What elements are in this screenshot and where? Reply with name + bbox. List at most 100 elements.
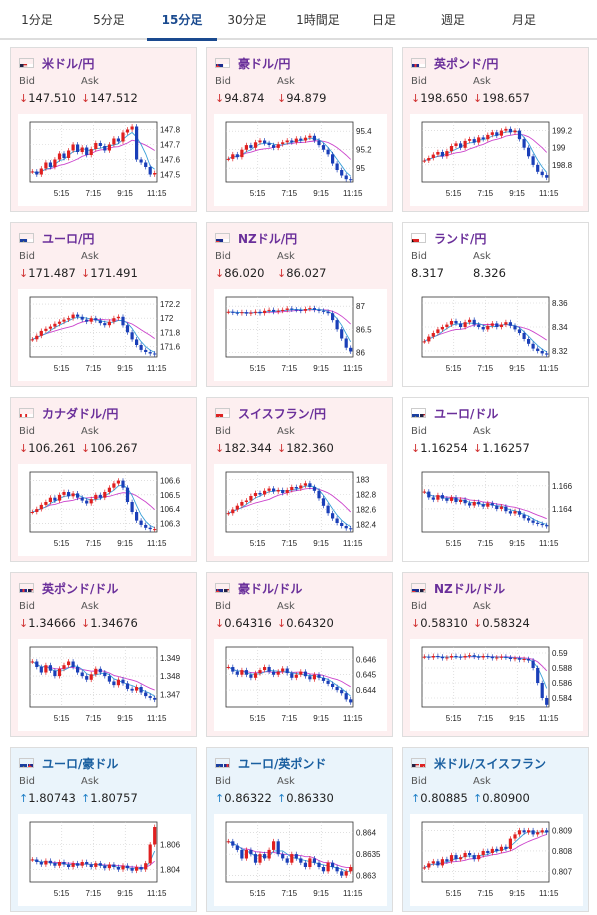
x-tick-label: 7:15 [478,714,494,723]
price-chart[interactable]: 87 86.5 86 5:15 7:15 9:15 11:15 [214,289,387,381]
pair-name[interactable]: ユーロ/円 [42,231,95,246]
rate-card[interactable]: NZドル/円 Bid Ask ↓86.020 ↓86.027 87 86.5 86 5:15 7:… [206,222,393,387]
arrow-down-icon: ↓ [411,617,421,630]
rate-card[interactable]: 英ポンド/ドル Bid Ask ↓1.34666 ↓1.34676 1.349 1.348 1… [10,572,197,737]
rate-card[interactable]: 米ドル/円 Bid Ask ↓147.510 ↓147.512 147.8 147.7 147… [10,47,197,212]
candle-body [121,316,125,326]
candle-body [495,657,499,659]
ma-long-line [424,491,547,520]
tab-5[interactable]: 1時間足 [296,13,340,27]
pair-name[interactable]: NZドル/円 [238,231,298,246]
candle-body [527,830,531,833]
candle-body [35,661,39,667]
pair-name[interactable]: NZドル/ドル [434,581,506,596]
candle-body [267,143,271,145]
candle-body [85,319,89,322]
price-chart[interactable]: 95.4 95.2 95 5:15 7:15 9:15 11:15 [214,114,387,206]
candle-body [226,311,230,313]
ma-long-line [424,133,548,162]
candle-body [449,497,454,501]
card-header: NZドル/ドル [411,580,505,596]
candle-body [135,867,139,871]
bid-value: 1.34666 [28,616,76,630]
pair-name[interactable]: 豪ドル/ドル [238,581,303,596]
candle-body [226,513,230,515]
rate-card[interactable]: スイスフラン/円 Bid Ask ↓182.344 ↓182.360 183 182.8 18… [206,397,393,562]
rate-card[interactable]: ランド/円 Bid Ask 8.317 8.326 8.36 8.34 8.32 5:15 7:1… [402,222,589,387]
arrow-down-icon: ↓ [277,267,287,280]
candle-body [153,827,157,845]
rate-card[interactable]: カナダドル/円 Bid Ask ↓106.261 ↓106.267 106.6 106.5 1… [10,397,197,562]
pair-name[interactable]: スイスフラン/円 [238,406,327,421]
rate-card[interactable]: ユーロ/英ポンド Bid Ask ↑0.86322 ↑0.86330 0.864 0.863… [206,747,393,912]
tab-7[interactable]: 週足 [440,13,465,27]
y-tick-label: 106.4 [160,505,181,514]
candle-body [112,864,116,867]
price-chart[interactable]: 1.349 1.348 1.347 5:15 7:15 9:15 11:15 [18,639,191,731]
candle-body [30,339,34,341]
x-tick-label: 11:15 [343,889,363,898]
x-tick-label: 11:15 [539,189,559,198]
candle-body [299,485,303,489]
bid-label: Bid [215,251,231,262]
tab-6[interactable]: 日足 [371,13,396,27]
rate-card[interactable]: 米ドル/スイスフラン Bid Ask ↑0.80885 ↑0.80900 0.809 0.8… [402,747,589,912]
y-tick-label: 95 [356,164,365,173]
pair-name[interactable]: 米ドル/円 [42,56,95,71]
tab-1[interactable]: 1分足 [21,13,53,27]
candle-body [468,503,472,506]
eu-us-flag [411,408,426,418]
pair-name[interactable]: カナダドル/円 [42,406,119,421]
price-chart[interactable]: 183 182.8 182.6 182.4 5:15 7:15 9:15 11:15 [214,464,387,556]
rate-card[interactable]: ユーロ/豪ドル Bid Ask ↑1.80743 ↑1.80757 1.806 1.804 5… [10,747,197,912]
candle-body [317,490,321,499]
candle-body [30,171,34,173]
price-chart[interactable]: 172.2 172 171.8 171.6 5:15 7:15 9:15 11:15 [18,289,191,381]
arrow-up-icon: ↑ [19,792,29,805]
bid-label: Bid [215,601,231,612]
x-tick-label: 5:15 [250,714,266,723]
arrow-down-icon: ↓ [277,92,287,105]
price-chart[interactable]: 199.2 199 198.8 5:15 7:15 9:15 11:15 [410,114,583,206]
rate-card[interactable]: ユーロ/ドル Bid Ask ↓1.16254 ↓1.16257 1.166 1.164 5:… [402,397,589,562]
candle-body [517,511,522,515]
pair-name[interactable]: 豪ドル/円 [238,56,291,71]
price-chart[interactable]: 1.166 1.164 5:15 7:15 9:15 11:15 [410,464,583,556]
tab-3[interactable]: 15分足 [147,0,217,41]
price-chart[interactable]: 0.646 0.645 0.644 5:15 7:15 9:15 11:15 [214,639,387,731]
pair-name[interactable]: ユーロ/英ポンド [238,756,327,771]
pair-name[interactable]: ユーロ/豪ドル [42,756,119,771]
tab-4[interactable]: 30分足 [227,13,267,27]
nz-us-flag [411,583,426,593]
candle-body [486,134,490,140]
candle-body [85,147,89,155]
ask-price: ↓1.16257 [473,441,530,455]
rate-card[interactable]: ユーロ/円 Bid Ask ↓171.487 ↓171.491 172.2 172 171.8… [10,222,197,387]
y-tick-label: 87 [356,302,365,311]
candle-body [422,160,426,162]
y-tick-label: 182.4 [356,521,377,530]
price-chart[interactable]: 0.864 0.8635 0.863 5:15 7:15 9:15 11:15 [214,814,387,906]
rate-card[interactable]: 豪ドル/円 Bid Ask ↓94.874 ↓94.879 95.4 95.2 95 5:15 7… [206,47,393,212]
rate-card[interactable]: 豪ドル/ドル Bid Ask ↓0.64316 ↓0.64320 0.646 0.645 0.… [206,572,393,737]
price-chart[interactable]: 0.809 0.808 0.807 5:15 7:15 9:15 11:15 [410,814,583,906]
tab-8[interactable]: 月足 [511,13,536,27]
price-chart[interactable]: 147.8 147.7 147.6 147.5 5:15 7:15 9:15 11:15 [18,114,191,206]
price-chart[interactable]: 0.59 0.588 0.586 0.584 5:15 7:15 9:15 11:15 [410,639,583,731]
tab-2[interactable]: 5分足 [93,13,125,27]
rate-card[interactable]: 英ポンド/円 Bid Ask ↓198.650 ↓198.657 199.2 199 198.… [402,47,589,212]
pair-name[interactable]: 米ドル/スイスフラン [434,756,547,771]
price-chart[interactable]: 1.806 1.804 5:15 7:15 9:15 11:15 [18,814,191,906]
price-chart[interactable]: 8.36 8.34 8.32 5:15 7:15 9:15 11:15 [410,289,583,381]
rate-card[interactable]: NZドル/ドル Bid Ask ↓0.58310 ↓0.58324 0.59 0.588 0.… [402,572,589,737]
y-tick-label: 0.588 [552,664,573,673]
x-tick-label: 11:15 [147,714,167,723]
pair-name[interactable]: 英ポンド/円 [434,56,499,71]
pair-name[interactable]: ユーロ/ドル [434,406,499,421]
pair-name[interactable]: 英ポンド/ドル [42,581,119,596]
pair-name[interactable]: ランド/円 [434,231,487,246]
x-tick-label: 9:15 [509,364,525,373]
price-chart[interactable]: 106.6 106.5 106.4 106.3 5:15 7:15 9:15 11:15 [18,464,191,556]
x-tick-label: 11:15 [343,714,363,723]
candle-body [445,657,449,659]
